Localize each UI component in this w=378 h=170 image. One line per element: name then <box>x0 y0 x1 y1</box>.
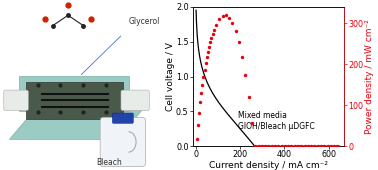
Point <box>209 32 215 35</box>
Point <box>288 145 294 148</box>
Y-axis label: Cell voltage / V: Cell voltage / V <box>166 42 175 111</box>
Point <box>216 17 222 20</box>
Point <box>311 145 318 148</box>
Point <box>207 41 213 43</box>
Point <box>226 16 232 19</box>
Y-axis label: Power density / mW cm⁻²: Power density / mW cm⁻² <box>365 19 374 134</box>
Point <box>246 96 252 98</box>
Point <box>204 56 210 58</box>
Point <box>203 62 209 65</box>
Point <box>195 123 201 126</box>
Text: Bleach: Bleach <box>97 158 122 167</box>
FancyBboxPatch shape <box>100 117 146 167</box>
Point <box>206 45 212 48</box>
Point <box>208 36 214 39</box>
Point <box>331 145 337 148</box>
Point <box>220 14 226 17</box>
Point <box>211 29 217 32</box>
Point <box>282 145 288 148</box>
Text: Glycerol: Glycerol <box>129 17 160 26</box>
Polygon shape <box>26 82 123 119</box>
Point <box>295 145 301 148</box>
Point <box>232 30 239 32</box>
Polygon shape <box>9 110 142 139</box>
Point <box>197 101 203 104</box>
Point <box>201 68 208 71</box>
Point <box>200 75 206 78</box>
Point <box>198 92 204 95</box>
Point <box>275 145 281 148</box>
Point <box>269 145 275 148</box>
Point <box>321 145 327 148</box>
Point <box>205 50 211 53</box>
Point <box>262 145 268 148</box>
Point <box>229 21 235 24</box>
Point <box>314 145 321 148</box>
Point <box>196 112 202 114</box>
Point <box>272 145 278 148</box>
Point <box>252 145 258 148</box>
Point <box>242 74 248 76</box>
Text: Mixed media
GlOH/Bleach μDGFC: Mixed media GlOH/Bleach μDGFC <box>238 111 315 131</box>
X-axis label: Current density / mA cm⁻²: Current density / mA cm⁻² <box>209 161 328 170</box>
Point <box>256 145 262 148</box>
Point <box>328 145 334 148</box>
Point <box>318 145 324 148</box>
Point <box>298 145 304 148</box>
Point <box>308 145 314 148</box>
Point <box>194 138 200 141</box>
Point <box>305 145 311 148</box>
Polygon shape <box>19 76 129 110</box>
Point <box>236 41 242 44</box>
FancyBboxPatch shape <box>4 90 28 110</box>
Point <box>239 56 245 58</box>
Point <box>334 145 340 148</box>
Point <box>259 145 265 148</box>
Point <box>285 145 291 148</box>
FancyBboxPatch shape <box>113 113 133 123</box>
Point <box>213 23 219 26</box>
Point <box>324 145 330 148</box>
Point <box>279 145 285 148</box>
FancyBboxPatch shape <box>121 90 149 110</box>
Point <box>292 145 298 148</box>
Point <box>223 14 229 16</box>
Point <box>249 121 255 124</box>
Point <box>199 83 205 86</box>
Point <box>265 145 271 148</box>
Point <box>302 145 308 148</box>
